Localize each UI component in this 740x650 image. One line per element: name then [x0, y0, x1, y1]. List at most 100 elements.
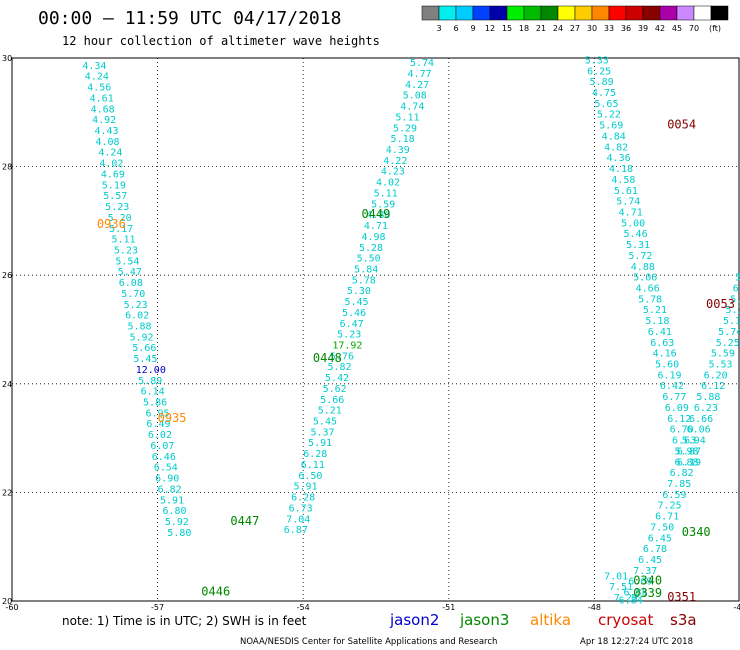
pass-time-label: 0054	[667, 118, 696, 132]
swh-value: 5.76	[330, 351, 354, 362]
legend-swatch	[693, 5, 712, 21]
swh-value: 4.92	[92, 115, 116, 126]
swh-value: 4.75	[592, 88, 616, 99]
pass-time-label: 0447	[230, 514, 259, 528]
swh-value: 4.43	[95, 126, 119, 137]
legend-unit: (ft)	[709, 24, 721, 33]
swh-value: 5.11	[723, 316, 740, 327]
swh-value: 5.31	[626, 240, 650, 251]
swh-value: 6.84	[619, 596, 643, 607]
chart-title: 00:00 – 11:59 UTC 04/17/2018	[38, 8, 341, 29]
swh-value: 4.71	[364, 221, 388, 232]
swh-value: 5.89	[590, 77, 614, 88]
swh-value: 6.88	[674, 457, 698, 468]
swh-value: 6.02	[148, 430, 172, 441]
swh-value: 4.27	[405, 80, 429, 91]
y-tick-label: 28	[2, 163, 12, 172]
swh-value: 5.54	[115, 256, 139, 267]
legend-swatch	[506, 5, 525, 21]
plot-border	[11, 57, 740, 602]
swh-value: 5.82	[327, 362, 351, 373]
swh-value: 6.41	[648, 327, 672, 338]
swh-value: 4.22	[383, 156, 407, 167]
legend-label: 33	[604, 24, 614, 33]
swh-value: 4.74	[400, 102, 424, 113]
swh-value: 5.98	[674, 446, 698, 457]
swh-value: 6.42	[660, 381, 684, 392]
legend-label: 18	[519, 24, 529, 33]
swh-value: 12.00	[136, 365, 166, 376]
swh-value: 5.37	[310, 427, 334, 438]
swh-value: 5.57	[103, 191, 127, 202]
pass-time-label: 0340	[682, 525, 711, 539]
swh-value: 5.89	[138, 376, 162, 387]
swh-value: 5.91	[308, 438, 332, 449]
swh-value: 6.02	[125, 311, 149, 322]
swh-value: 5.59	[371, 199, 395, 210]
swh-value: 6.88	[624, 588, 648, 599]
y-tick-label: 24	[2, 380, 12, 389]
swh-value: 5.21	[318, 406, 342, 417]
swh-value: 5.20	[108, 213, 132, 224]
legend-swatch	[557, 5, 576, 21]
swh-value: 6.70	[670, 425, 694, 436]
swh-value: 4.61	[90, 93, 114, 104]
legend-swatch	[676, 5, 695, 21]
swh-value: 7.25	[657, 501, 681, 512]
legend-swatch	[642, 5, 661, 21]
legend-label: 45	[672, 24, 682, 33]
swh-value: 6.07	[150, 441, 174, 452]
legend-label: 3	[436, 24, 441, 33]
swh-value: 4.08	[95, 137, 119, 148]
swh-value: 4.58	[611, 175, 635, 186]
plot-area: -60-57-54-51-48-453028262422204.344.244.…	[2, 54, 740, 612]
swh-value: 6.20	[704, 370, 728, 381]
swh-value: 5.92	[129, 332, 153, 343]
swh-value: 4.23	[381, 167, 405, 178]
swh-value: 5.78	[352, 275, 376, 286]
swh-value: 5.08	[403, 91, 427, 102]
note-text: note: 1) Time is in UTC; 2) SWH is in fe…	[62, 614, 307, 628]
swh-value: 5.23	[105, 202, 129, 213]
swh-value: 5.91	[160, 495, 184, 506]
credit-text: NOAA/NESDIS Center for Satellite Applica…	[240, 637, 497, 647]
x-tick-label: -51	[442, 603, 455, 612]
swh-value: 5.22	[597, 110, 621, 121]
swh-value: 6.22	[733, 283, 740, 294]
swh-value: 5.23	[124, 300, 148, 311]
swh-value: 4.69	[101, 169, 125, 180]
legend-swatch	[710, 5, 729, 21]
swh-value: 7.37	[633, 566, 657, 577]
swh-value: 6.45	[648, 533, 672, 544]
swh-value: 5.66	[320, 395, 344, 406]
swh-value: 5.17	[109, 224, 133, 235]
swh-value: 7.51	[609, 582, 633, 593]
swh-value: 5.74	[410, 58, 434, 69]
swh-value: 6.82	[670, 468, 694, 479]
legend-label: 21	[536, 24, 546, 33]
legend-label: 36	[621, 24, 631, 33]
swh-value: 5.72	[628, 251, 652, 262]
swh-value: 5.25	[716, 338, 740, 349]
timestamp-text: Apr 18 12:27:24 UTC 2018	[580, 637, 693, 647]
swh-value: 5.30	[347, 286, 371, 297]
swh-value: 5.45	[344, 297, 368, 308]
swh-value: 7.50	[650, 522, 674, 533]
satellite-label: cryosat	[598, 611, 653, 629]
legend-label: 42	[655, 24, 665, 33]
pass-time-label: 0448	[313, 351, 342, 365]
swh-value: 5.70	[121, 289, 145, 300]
swh-value: 5.23	[114, 245, 138, 256]
swh-value: 5.53	[708, 360, 732, 371]
swh-value: 6.06	[687, 425, 711, 436]
swh-value: 4.16	[653, 349, 677, 360]
swh-value: 6.90	[155, 474, 179, 485]
legend-label: 12	[485, 24, 495, 33]
swh-value: 6.25	[587, 66, 611, 77]
swh-value: 5.66	[132, 343, 156, 354]
pass-time-label: 0446	[201, 585, 230, 599]
legend-swatch	[591, 5, 610, 21]
swh-value: 5.74	[616, 197, 640, 208]
swh-value: 6.63	[672, 436, 696, 447]
swh-value: 6.66	[689, 414, 713, 425]
